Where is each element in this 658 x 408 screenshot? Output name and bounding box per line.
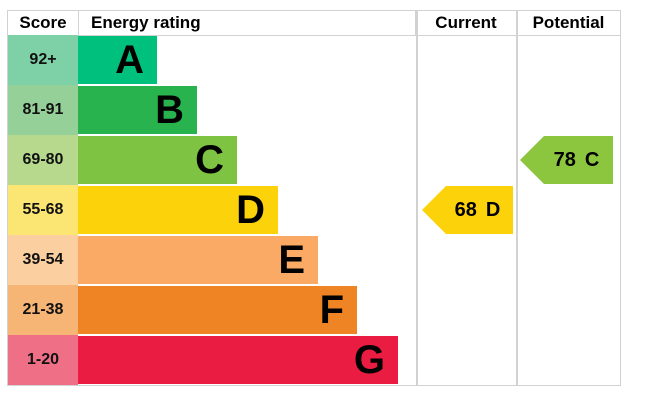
band-row-e: 39-54 E bbox=[8, 235, 620, 285]
rating-bar-d: D bbox=[78, 186, 278, 234]
band-row-b: 81-91 B bbox=[8, 85, 620, 135]
band-letter: B bbox=[155, 88, 184, 132]
score-range-label: 21-38 bbox=[8, 285, 78, 335]
rating-bar-b: B bbox=[78, 86, 197, 134]
band-letter: E bbox=[278, 238, 305, 282]
column-header-potential: Potential bbox=[532, 13, 605, 32]
band-row-g: 1-20 G bbox=[8, 335, 620, 385]
band-row-d: 55-68 D bbox=[8, 185, 620, 235]
band-rows: 92+ A 81-91 B 69-80 C 55-68 D 39-54 E 21-38 F 1-20 G bbox=[8, 35, 620, 385]
potential-band-letter: C bbox=[584, 148, 600, 171]
score-range-label: 92+ bbox=[8, 35, 78, 85]
score-range-label: 1-20 bbox=[8, 335, 78, 385]
potential-score-value: 78 bbox=[553, 148, 576, 171]
potential-column-divider bbox=[516, 11, 518, 385]
band-row-f: 21-38 F bbox=[8, 285, 620, 335]
band-row-c: 69-80 C bbox=[8, 135, 620, 185]
score-range-label: 81-91 bbox=[8, 85, 78, 135]
band-letter: D bbox=[236, 188, 265, 232]
rating-bar-g: G bbox=[78, 336, 398, 384]
chart-header: Score Energy rating bbox=[8, 11, 620, 36]
rating-bar-a: A bbox=[78, 36, 157, 84]
current-score-value: 68 bbox=[454, 198, 477, 221]
band-letter: C bbox=[195, 138, 224, 182]
score-range-label: 55-68 bbox=[8, 185, 78, 235]
current-column-divider bbox=[416, 11, 418, 385]
rating-bar-e: E bbox=[78, 236, 318, 284]
score-range-label: 39-54 bbox=[8, 235, 78, 285]
band-letter: G bbox=[353, 338, 385, 382]
rating-bar-f: F bbox=[78, 286, 357, 334]
column-header-current: Current bbox=[435, 13, 497, 32]
column-header-energy-rating: Energy rating bbox=[79, 11, 416, 35]
score-range-label: 69-80 bbox=[8, 135, 78, 185]
band-row-a: 92+ A bbox=[8, 35, 620, 85]
band-letter: A bbox=[115, 38, 144, 82]
band-letter: F bbox=[319, 288, 344, 332]
rating-bar-c: C bbox=[78, 136, 237, 184]
column-header-score: Score bbox=[8, 11, 79, 35]
current-band-letter: D bbox=[485, 198, 501, 221]
chart-frame: Score Energy rating 92+ A 81-91 B 69-80 C 55-6… bbox=[7, 10, 621, 386]
